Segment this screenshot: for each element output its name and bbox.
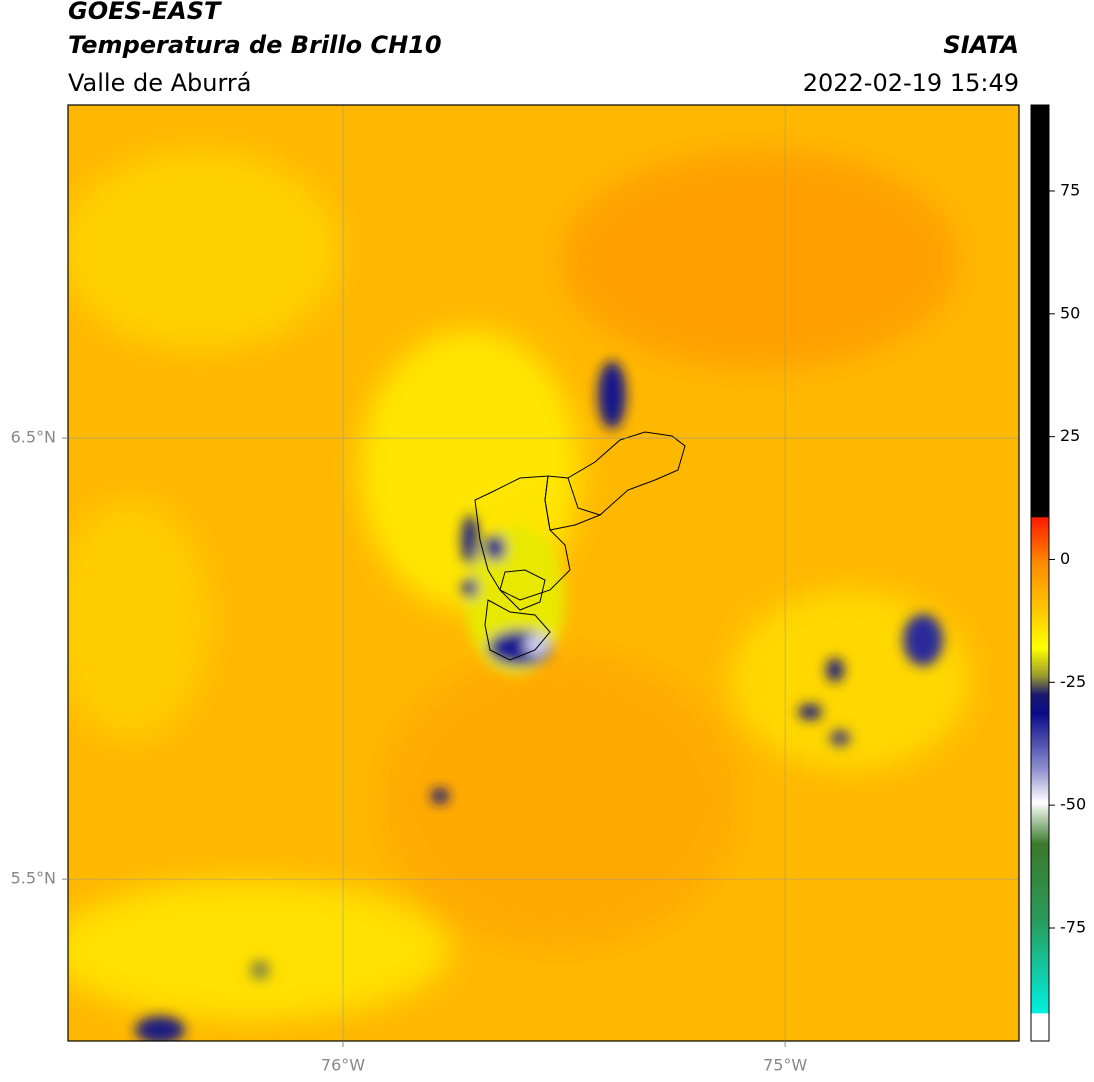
colorbar: [1030, 104, 1050, 1042]
title: GOES-EAST: [68, 0, 222, 25]
colorbar-tick-label: 50: [1060, 303, 1080, 322]
x-tick-label: 75°W: [763, 1056, 807, 1075]
x-tick-label: 76°W: [321, 1056, 365, 1075]
colorbar-tick-label: -75: [1060, 917, 1086, 936]
colorbar-tick-label: -25: [1060, 672, 1086, 691]
colorbar-tick-label: 25: [1060, 426, 1080, 445]
colorbar-tick-label: 75: [1060, 180, 1080, 199]
map-frame: [67, 104, 1020, 1042]
field: [68, 105, 1019, 1041]
y-tick-label: 5.5°N: [11, 869, 56, 888]
colorbar-tick-label: 0: [1060, 549, 1070, 568]
datetime: 2022-02-19 15:49: [803, 69, 1019, 97]
colorbar-tick-label: -50: [1060, 795, 1086, 814]
region: Valle de Aburrá: [68, 69, 252, 97]
source: SIATA: [943, 31, 1019, 59]
y-tick-label: 6.5°N: [11, 428, 56, 447]
subtitle: Temperatura de Brillo CH10: [68, 31, 442, 59]
